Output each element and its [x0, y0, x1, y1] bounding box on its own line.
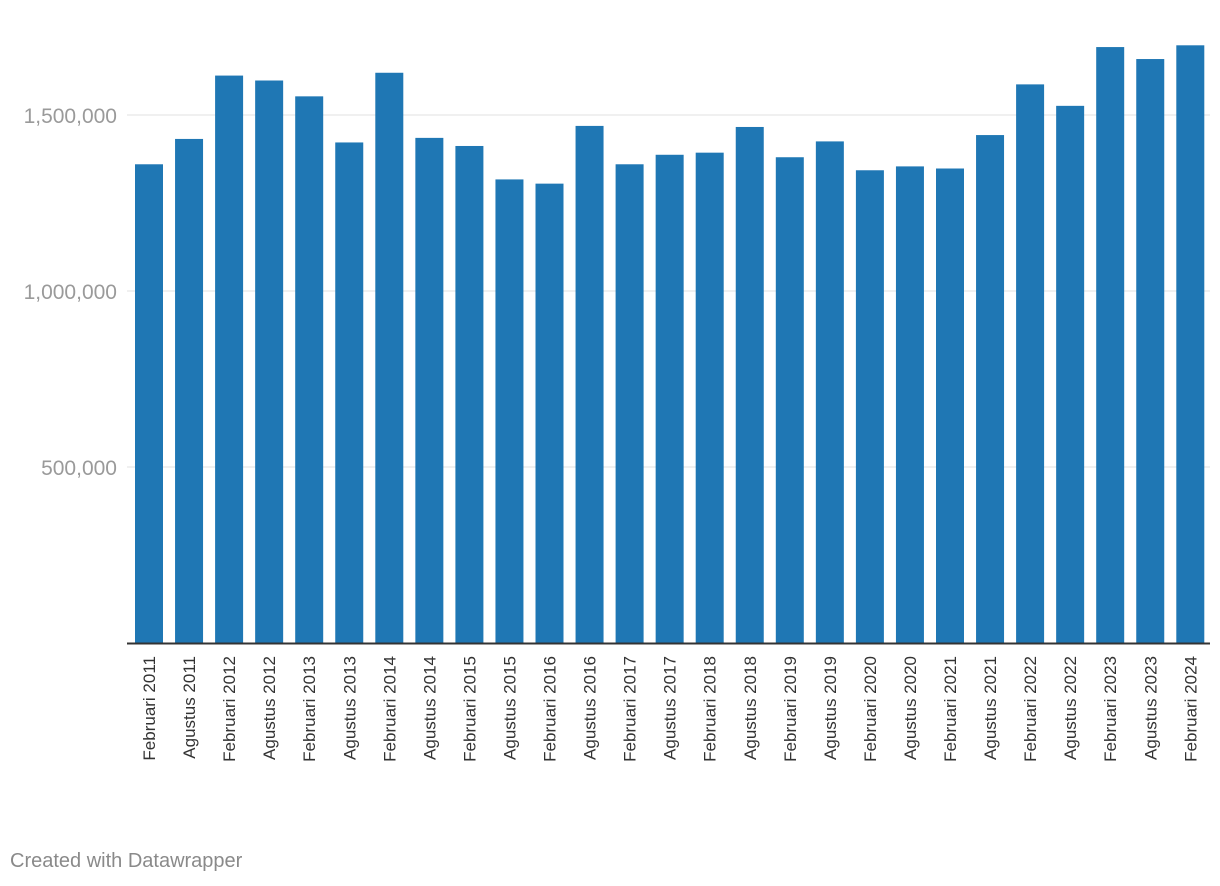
bar: [1176, 45, 1205, 643]
y-tick-label: 1,000,000: [24, 281, 117, 304]
bar: [976, 135, 1005, 643]
bar: [855, 170, 884, 643]
x-tick-label: Agustus 2019: [821, 656, 840, 760]
x-tick-label: Februari 2024: [1181, 656, 1200, 762]
bar: [655, 154, 684, 643]
x-tick-label: Agustus 2014: [420, 656, 439, 760]
bar: [255, 80, 284, 643]
x-tick-label: Agustus 2015: [500, 656, 519, 760]
x-tick-label: Agustus 2013: [340, 656, 359, 760]
x-tick-label: Februari 2017: [621, 656, 640, 762]
bar: [775, 157, 804, 644]
y-tick-label: 1,500,000: [24, 105, 117, 128]
x-tick-label: Agustus 2022: [1061, 656, 1080, 760]
bar: [1016, 84, 1045, 644]
x-tick-label: Februari 2021: [941, 656, 960, 762]
bar: [575, 125, 604, 644]
bar: [615, 164, 644, 643]
x-tick-label: Agustus 2012: [260, 656, 279, 760]
x-tick-label: Februari 2015: [460, 656, 479, 762]
x-tick-label: Februari 2014: [380, 656, 399, 762]
x-tick-label: Agustus 2017: [661, 656, 680, 760]
y-axis-tick-labels: 500,000 1,000,000 1,500,000: [24, 105, 117, 480]
bar: [375, 72, 404, 643]
x-tick-label: Februari 2013: [300, 656, 319, 762]
x-tick-label: Agustus 2018: [741, 656, 760, 760]
bar: [135, 164, 163, 643]
x-tick-label: Februari 2023: [1101, 656, 1120, 762]
x-axis-tick-labels: Februari 2011 Agustus 2011 Februari 2012 Ag…: [140, 656, 1200, 762]
bar: [1136, 59, 1165, 644]
x-tick-label: Agustus 2011: [180, 656, 199, 759]
x-tick-label: Februari 2016: [541, 656, 560, 762]
bar: [335, 142, 364, 643]
x-tick-label: Februari 2019: [781, 656, 800, 762]
x-tick-label: Februari 2022: [1021, 656, 1040, 762]
bar: [695, 152, 724, 643]
x-tick-label: Agustus 2016: [581, 656, 600, 760]
bar-chart: 500,000 1,000,000 1,500,000 Februari 2011 A…: [24, 45, 1210, 762]
x-tick-label: Februari 2018: [701, 656, 720, 762]
y-tick-label: 500,000: [41, 457, 117, 480]
bar: [535, 183, 564, 643]
bar: [936, 168, 964, 643]
bar: [735, 126, 764, 643]
x-tick-label: Agustus 2020: [901, 656, 920, 760]
bar: [1056, 105, 1085, 643]
bar: [215, 75, 244, 644]
bar: [495, 179, 524, 643]
x-tick-label: Februari 2012: [220, 656, 239, 762]
bar: [175, 138, 204, 643]
bar: [415, 137, 444, 643]
bar: [455, 145, 484, 643]
x-tick-label: Februari 2011: [140, 656, 159, 761]
datawrapper-credit: Created with Datawrapper: [10, 850, 243, 872]
bar: [1096, 47, 1125, 643]
x-tick-label: Agustus 2021: [981, 656, 1000, 760]
bar: [295, 96, 324, 644]
bar: [895, 166, 924, 643]
bars: [135, 45, 1205, 644]
bar: [815, 141, 844, 643]
x-tick-label: Februari 2020: [861, 656, 880, 762]
x-tick-label: Agustus 2023: [1141, 656, 1160, 760]
